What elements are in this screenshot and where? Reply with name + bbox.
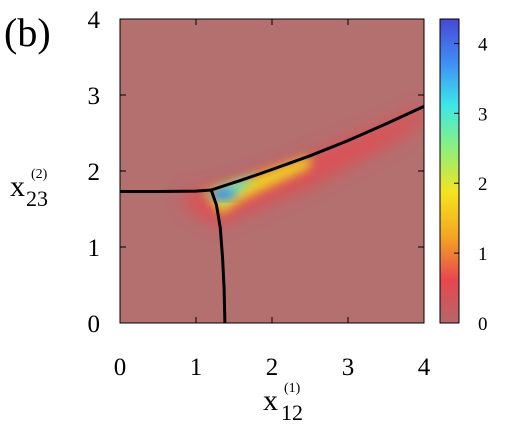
boundary-curve-3 [209, 189, 227, 323]
heat-layer-yellow [203, 155, 310, 214]
x-axis-label: x 12 (1) [263, 381, 303, 425]
x-axis-label-base: x [263, 384, 278, 417]
y-tick-label: 4 [88, 7, 101, 34]
boundary-curve-2 [210, 105, 424, 192]
y-tick-label: 1 [88, 235, 101, 262]
x-tick-label: 0 [114, 354, 127, 381]
y-axis: 0 1 2 3 4 [88, 7, 424, 338]
panel-label: (b) [4, 10, 51, 55]
x-tick-label: 4 [418, 354, 431, 381]
colorbar-tick-label: 4 [478, 34, 488, 55]
boundary-curve-1 [120, 188, 212, 193]
x-axis-label-sub: 12 [281, 400, 303, 425]
y-tick-label: 0 [88, 311, 101, 338]
colorbar: 0 1 2 3 4 [439, 18, 488, 335]
y-tick-label: 2 [88, 159, 101, 186]
heat-peak [208, 190, 237, 199]
colorbar-gradient [439, 18, 460, 324]
colorbar-tick-label: 2 [478, 174, 488, 195]
x-axis: 0 1 2 3 4 [114, 19, 431, 381]
y-axis-label: x 23 (2) [10, 167, 48, 211]
y-axis-label-sup: (2) [31, 167, 48, 182]
boundary-curves [120, 105, 424, 323]
heatmap-area [119, 18, 425, 324]
colorbar-tick-label: 0 [478, 314, 488, 335]
x-tick-label: 2 [266, 354, 279, 381]
colorbar-tick-label: 3 [478, 104, 488, 125]
y-tick-label: 3 [88, 83, 101, 110]
y-axis-label-base: x [10, 170, 25, 203]
colorbar-ticks: 0 1 2 3 4 [454, 34, 488, 335]
x-axis-label-sup: (1) [284, 381, 301, 396]
y-axis-label-sub: 23 [26, 186, 48, 211]
heatmap-hotspot [181, 106, 424, 226]
colorbar-tick-label: 1 [478, 244, 488, 265]
x-tick-label: 1 [190, 354, 203, 381]
x-tick-label: 3 [342, 354, 355, 381]
